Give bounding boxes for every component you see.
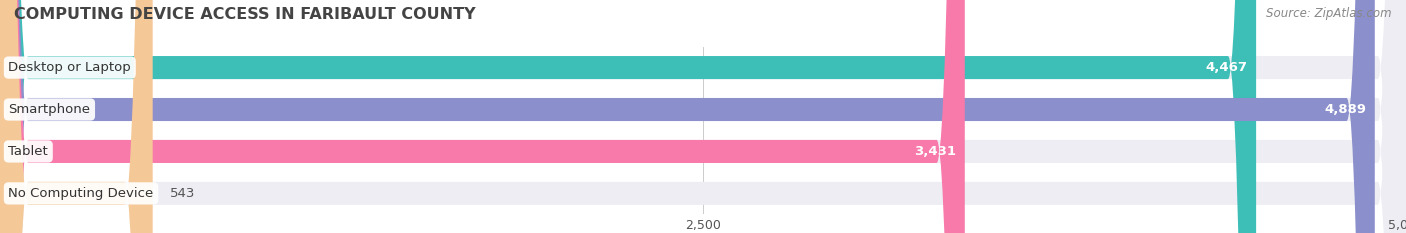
FancyBboxPatch shape [0, 0, 153, 233]
Text: No Computing Device: No Computing Device [8, 187, 153, 200]
Text: 3,431: 3,431 [914, 145, 956, 158]
Text: 4,889: 4,889 [1324, 103, 1367, 116]
FancyBboxPatch shape [0, 0, 965, 233]
FancyBboxPatch shape [0, 0, 1375, 233]
Text: Source: ZipAtlas.com: Source: ZipAtlas.com [1267, 7, 1392, 20]
Text: Smartphone: Smartphone [8, 103, 90, 116]
Text: Tablet: Tablet [8, 145, 48, 158]
Text: 543: 543 [170, 187, 195, 200]
Text: 4,467: 4,467 [1206, 61, 1247, 74]
Text: Desktop or Laptop: Desktop or Laptop [8, 61, 131, 74]
FancyBboxPatch shape [0, 0, 1256, 233]
Text: COMPUTING DEVICE ACCESS IN FARIBAULT COUNTY: COMPUTING DEVICE ACCESS IN FARIBAULT COU… [14, 7, 475, 22]
